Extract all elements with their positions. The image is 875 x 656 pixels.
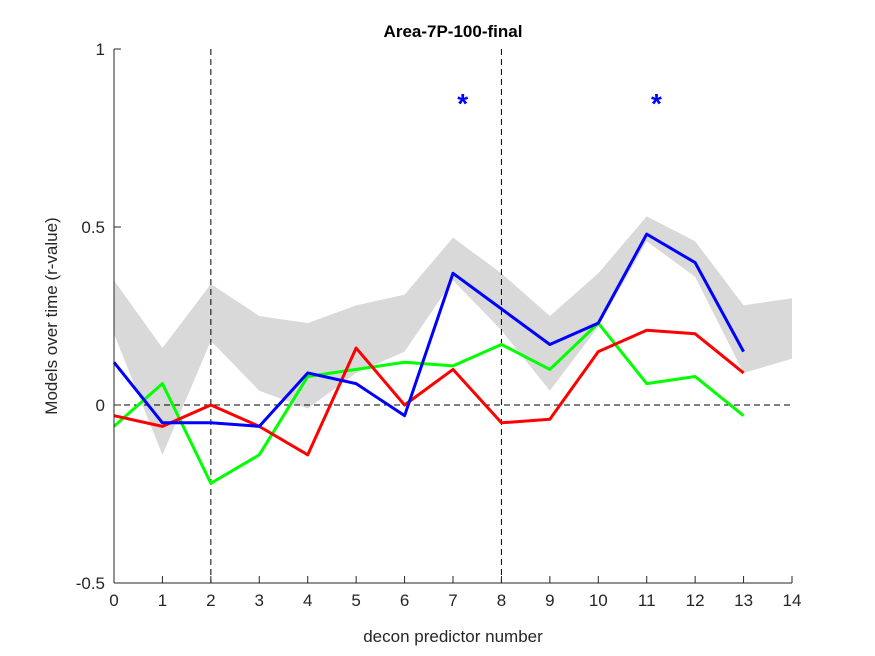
y-tick-label: -0.5 (76, 574, 105, 593)
axes: 0 1 2 3 4 5 6 7 8 9 10 11 12 13 14-0.500.51 (76, 40, 802, 610)
x-tick-label: 3 (255, 591, 264, 610)
annotation-layer: * * (457, 88, 662, 119)
x-tick-label: 11 (638, 591, 656, 610)
x-tick-label: 4 (303, 591, 312, 610)
series-layer (112, 232, 745, 485)
x-tick-label: 5 (351, 591, 360, 610)
series-line-2 (113, 328, 745, 457)
series-line-1 (113, 321, 745, 485)
x-axis-label: decon predictor number (363, 627, 543, 646)
significance-marker: * (651, 88, 662, 119)
x-tick-label: 12 (686, 591, 705, 610)
confidence-band-layer (114, 216, 792, 455)
x-tick-label: 9 (545, 591, 554, 610)
series-line-3 (112, 232, 745, 428)
x-tick-label: 6 (400, 591, 409, 610)
x-tick-label: 10 (589, 591, 608, 610)
y-tick-label: 0.5 (81, 218, 105, 237)
x-tick-label: 7 (448, 591, 457, 610)
y-axis-label: Models over time (r-value) (42, 217, 61, 414)
x-tick-label: 8 (497, 591, 506, 610)
y-tick-label: 0 (96, 396, 105, 415)
x-tick-label: 13 (734, 591, 753, 610)
chart-title: Area-7P-100-final (384, 22, 523, 41)
x-tick-label: 0 (109, 591, 118, 610)
x-tick-label: 2 (206, 591, 215, 610)
reference-lines (114, 49, 792, 583)
x-tick-label: 1 (158, 591, 167, 610)
y-tick-label: 1 (96, 40, 105, 59)
confidence-band (114, 216, 792, 455)
x-tick-label: 14 (783, 591, 802, 610)
significance-marker: * (457, 88, 468, 119)
